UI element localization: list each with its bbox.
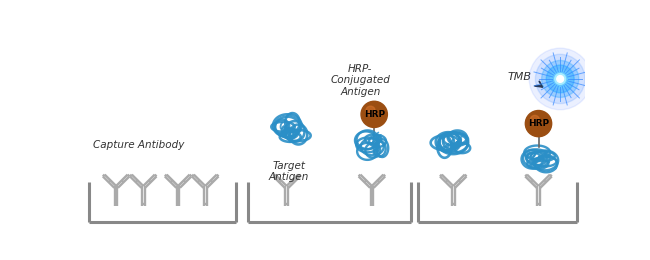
Circle shape — [557, 76, 564, 82]
Circle shape — [551, 70, 569, 88]
Text: HRP: HRP — [528, 119, 549, 128]
Text: HRP-
Conjugated
Antigen: HRP- Conjugated Antigen — [330, 63, 390, 97]
Circle shape — [555, 74, 566, 84]
Circle shape — [530, 115, 540, 125]
Circle shape — [529, 48, 592, 110]
Text: Target
Antigen: Target Antigen — [268, 161, 309, 182]
Text: HRP: HRP — [363, 110, 385, 119]
Circle shape — [366, 106, 375, 115]
Circle shape — [525, 110, 552, 137]
Circle shape — [536, 54, 585, 103]
Text: Capture Antibody: Capture Antibody — [93, 140, 184, 150]
Text: TMB: TMB — [507, 72, 531, 82]
Circle shape — [361, 101, 387, 127]
Circle shape — [541, 61, 578, 98]
Circle shape — [546, 65, 574, 93]
